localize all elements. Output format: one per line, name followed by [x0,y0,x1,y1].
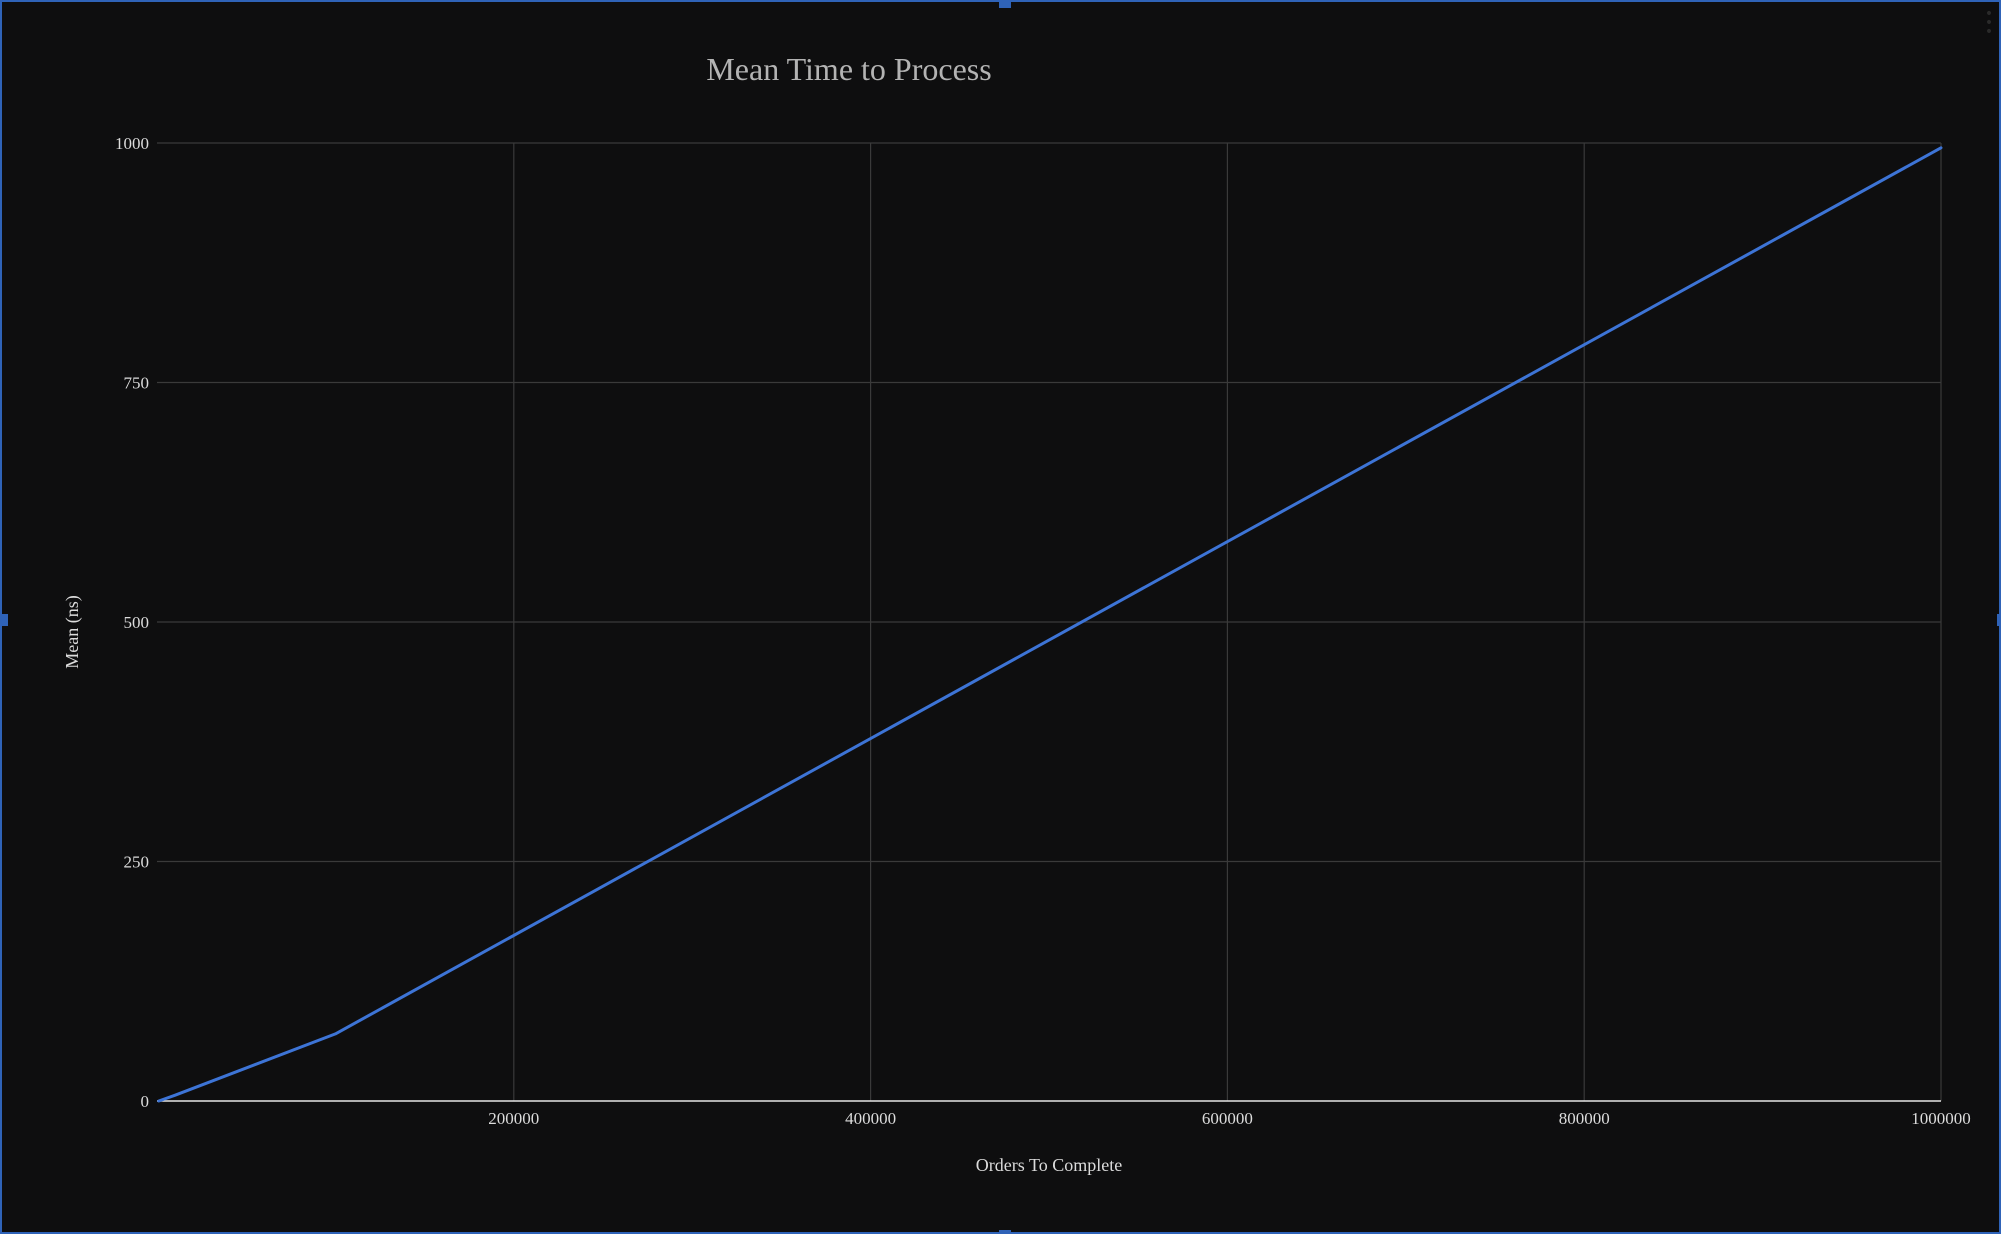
resize-handle-bottom[interactable] [999,1230,1011,1234]
x-tick-label: 1000000 [1911,1109,1971,1128]
y-tick-label: 250 [124,853,150,872]
y-tick-label: 750 [124,374,150,393]
y-tick-label: 500 [124,613,150,632]
x-tick-label: 800000 [1559,1109,1610,1128]
x-tick-label: 200000 [488,1109,539,1128]
y-tick-label: 1000 [115,134,149,153]
y-axis-label: Mean (ns) [62,595,83,668]
y-tick-label: 0 [141,1092,150,1111]
x-axis-label: Orders To Complete [976,1155,1122,1175]
resize-handle-left[interactable] [0,614,8,626]
resize-handle-right[interactable] [1997,614,2001,626]
resize-handle-top[interactable] [999,0,1011,8]
series-layer [157,146,1943,1103]
chart-title: Mean Time to Process [706,51,991,87]
series-line [157,146,1943,1103]
x-tick-label: 600000 [1202,1109,1253,1128]
more-vertical-icon[interactable]: • • • [1984,6,1994,40]
grid-lines [157,142,1942,1101]
x-tick-label: 400000 [845,1109,896,1128]
tick-labels: 0 250 500 750 1000 200000 400000 600000 800000 10… [115,134,1971,1128]
